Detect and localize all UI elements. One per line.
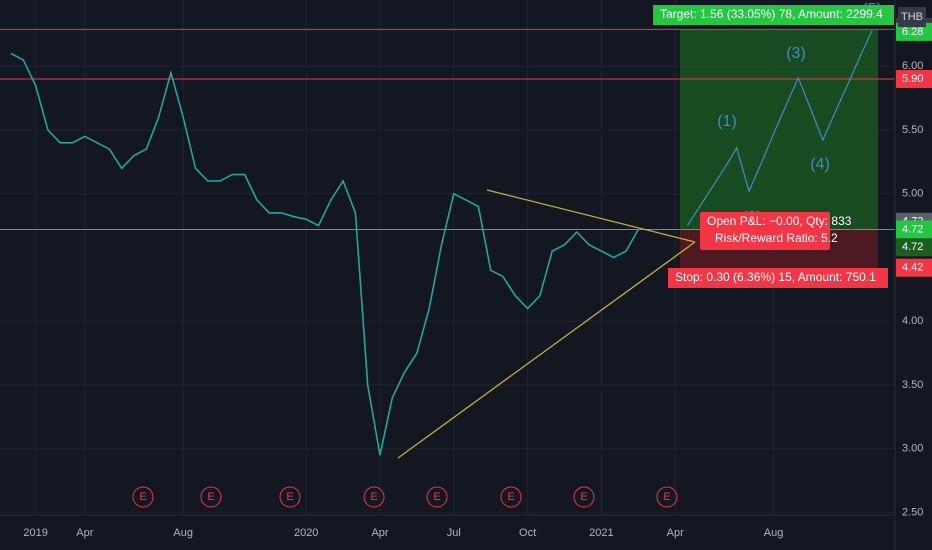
triangle-upper: [486, 189, 696, 243]
price-tag: [896, 220, 932, 239]
earnings-icon: [132, 486, 154, 508]
x-tick-label: Apr: [76, 527, 93, 539]
x-tick-label: Oct: [519, 527, 536, 539]
earnings-label: E: [139, 491, 146, 503]
y-tick-label: 5.00: [902, 188, 923, 200]
x-tick-label: Aug: [764, 527, 784, 539]
price-tag-label: 4.42: [902, 262, 923, 274]
pnl-label: Open P&L: −0.00, Qty: 833: [707, 214, 852, 228]
earnings-icon: [573, 486, 595, 508]
earnings-label: E: [507, 491, 514, 503]
price-tag: [896, 258, 932, 277]
price-tag-label: 4.72: [902, 223, 923, 235]
x-tick-label: 2021: [589, 527, 613, 539]
currency-bg: [898, 7, 926, 27]
rr-label: Risk/Reward Ratio: 5.2: [715, 231, 838, 245]
series-line: [686, 30, 873, 226]
earnings-label: E: [580, 491, 587, 503]
earnings-label: E: [207, 491, 214, 503]
x-tick-label: Aug: [173, 527, 193, 539]
wave-label: (4): [810, 156, 830, 173]
earnings-label: E: [663, 491, 670, 503]
x-tick-label: 2020: [294, 527, 318, 539]
y-tick-label: 3.50: [902, 379, 923, 391]
earnings-icon: [363, 486, 385, 508]
y-tick-label: 2.50: [902, 506, 923, 518]
price-tag-label: 4.72: [902, 241, 923, 253]
stop-label-bg: [668, 268, 888, 288]
x-tick-label: 2019: [23, 527, 47, 539]
y-tick-label: 3.00: [902, 443, 923, 455]
earnings-icon: [656, 486, 678, 508]
price-tag-label: 5.90: [902, 73, 923, 85]
y-tick-label: 6.00: [902, 60, 923, 72]
triangle-lower: [397, 241, 696, 459]
wave-label: (3): [786, 45, 806, 62]
target-label-bg: [653, 5, 894, 25]
price-tag: [896, 70, 932, 89]
target-label: Target: 1.56 (33.05%) 78, Amount: 2299.4: [660, 7, 883, 21]
pnl-label-bg: [700, 212, 830, 250]
stop-label: Stop: 0.30 (6.36%) 15, Amount: 750.1: [675, 270, 876, 284]
wave-label: (1): [717, 113, 737, 130]
earnings-icon: [279, 486, 301, 508]
price-tag-label: 6.28: [902, 26, 923, 38]
earnings-label: E: [286, 491, 293, 503]
currency: THB: [901, 11, 923, 23]
series-line: [10, 52, 639, 456]
price-tag: [896, 22, 932, 41]
earnings-icon: [200, 486, 222, 508]
y-tick-label: 5.50: [902, 124, 923, 136]
x-tick-label: Jul: [447, 527, 461, 539]
earnings-icon: [500, 486, 522, 508]
y-tick-label: 4.00: [902, 315, 923, 327]
x-tick-label: Apr: [667, 527, 684, 539]
x-tick-label: Apr: [371, 527, 388, 539]
earnings-label: E: [370, 491, 377, 503]
earnings-icon: [426, 486, 448, 508]
target-zone: [680, 29, 878, 230]
price-tag: [896, 238, 932, 257]
earnings-label: E: [433, 491, 440, 503]
